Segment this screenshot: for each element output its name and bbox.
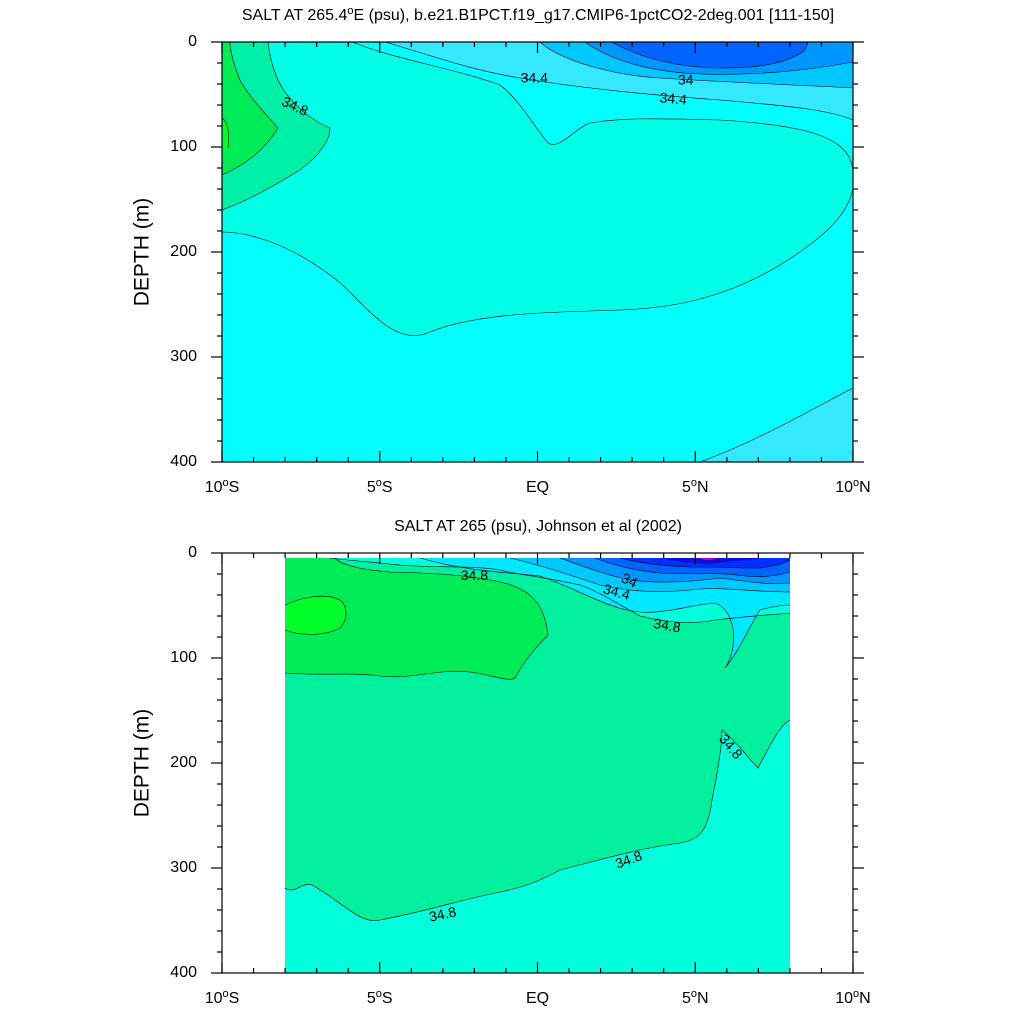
x-tick-number: 10 [835,990,853,1007]
panel-bottom-ylabel: DEPTH (m) [131,709,154,818]
x-tick-label: 5oS [367,477,393,496]
panel-top: SALT AT 265.4oE (psu), b.e21.B1PCT.f19_g… [131,5,871,496]
y-tick-label: 100 [170,649,197,666]
fill-region-34-6 [222,42,853,336]
x-tick-number: 10 [205,479,223,496]
y-tick-label: 300 [170,348,197,365]
x-tick-label: 5oN [682,477,709,496]
panel-top-contour-lines [222,42,853,462]
x-tick-number: 10 [835,479,853,496]
y-tick-label: 0 [188,33,197,50]
contour-label: 34.8 [652,615,682,636]
x-tick-number: 5 [367,479,376,496]
degree-symbol: o [691,477,697,489]
x-tick-hemisphere: N [697,990,709,1007]
fill-region-35-2 [285,596,346,635]
contour-label: 34.4 [601,580,632,603]
x-tick-label: EQ [526,990,549,1007]
degree-symbol: o [853,477,859,489]
y-tick-label: 400 [170,453,197,470]
x-tick-label: 10oS [205,477,240,496]
x-tick-label: 5oS [367,988,393,1007]
fill-region-min [700,558,716,561]
contour-label: 34 [619,570,640,591]
fill-region-35-0 [222,42,278,175]
y-tick-label: 0 [188,544,197,561]
contour-label: 34 [678,72,694,88]
degree-symbol: o [376,477,382,489]
degree-symbol: o [691,988,697,1000]
x-tick-hemisphere: S [229,990,240,1007]
x-tick-label: 10oS [205,988,240,1007]
y-tick-label: 400 [170,964,197,981]
x-tick-hemisphere: S [382,479,393,496]
fill-region-33-6 [612,42,808,68]
degree-symbol: o [853,988,859,1000]
panel-bottom-contour-fill [284,557,791,973]
y-tick-label: 200 [170,243,197,260]
degree-symbol: o [223,988,229,1000]
x-tick-label: EQ [526,479,549,496]
y-tick-label: 300 [170,859,197,876]
x-tick-number: EQ [526,479,549,496]
contour-label: 34.4 [521,69,548,85]
contour-label: 34.8 [428,903,458,924]
x-tick-number: 10 [205,990,223,1007]
contour-label: 34.4 [659,89,688,107]
fill-region-33-4 [660,558,760,564]
panel-top-ylabel: DEPTH (m) [131,198,154,307]
x-tick-label: 10oN [835,477,870,496]
fill-region-35-0 [285,558,548,680]
x-tick-hemisphere: N [697,479,709,496]
degree-symbol: o [347,5,353,17]
panel-top-title: SALT AT 265.4oE (psu), b.e21.B1PCT.f19_g… [242,5,834,24]
contour-label: 34.8 [461,567,488,583]
x-tick-label: 10oN [835,988,870,1007]
panel-top-contour-fill [222,42,853,462]
x-tick-hemisphere: N [859,990,871,1007]
x-tick-number: 5 [367,990,376,1007]
x-tick-label: 5oN [682,988,709,1007]
x-tick-number: 5 [682,990,691,1007]
x-tick-number: EQ [526,990,549,1007]
panel-bottom: SALT AT 265 (psu), Johnson et al (2002) [131,518,871,1007]
x-tick-number: 5 [682,479,691,496]
y-tick-label: 200 [170,754,197,771]
degree-symbol: o [223,477,229,489]
x-tick-hemisphere: N [859,479,871,496]
y-tick-label: 100 [170,138,197,155]
panel-bottom-title: SALT AT 265 (psu), Johnson et al (2002) [394,518,682,535]
panel-bottom-contour-lines [284,557,791,921]
degree-symbol: o [376,988,382,1000]
x-tick-hemisphere: S [382,990,393,1007]
fill-region-34-2-corner [700,388,853,462]
x-tick-hemisphere: S [229,479,240,496]
